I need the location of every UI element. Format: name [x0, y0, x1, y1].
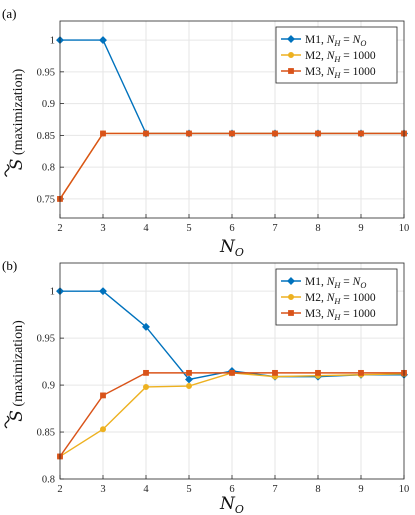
chart-panel-b: (b) 2 3 4 5 6 7 8 9 10 0.8 0.85 0.9 0.95 1 NO S (maximiz…	[2, 258, 409, 515]
legend: M1, NH​ = NO​ M2, NH​ = 1000 M3, NH​ = 100…	[275, 268, 398, 326]
series-group	[56, 287, 408, 460]
y-tick-label: 0.95	[37, 67, 55, 78]
y-axis-label-text: S (maximization)	[7, 320, 27, 422]
legend-swatch-marker	[287, 52, 294, 59]
y-axis-label: S (maximization)	[4, 320, 27, 429]
x-axis-label: NO	[219, 494, 244, 515]
x-tick-label: 3	[100, 223, 105, 234]
x-tick-label: 10	[399, 223, 410, 234]
x-tick-label: 8	[315, 484, 320, 495]
legend-entry: M2, NH​ = 1000	[305, 292, 376, 306]
plot-frame	[59, 262, 405, 480]
data-point-m2	[185, 383, 192, 390]
x-tick-label: 2	[57, 223, 62, 234]
x-tick-label: 5	[186, 484, 191, 495]
data-point-m3	[272, 369, 278, 376]
x-tick-label: 9	[358, 223, 363, 234]
data-point-m3	[358, 369, 364, 376]
data-point-m3	[100, 392, 106, 399]
data-point-m3	[229, 130, 235, 137]
legend-entry: M1, NH​ = NO​	[305, 34, 366, 48]
data-point-m3	[186, 130, 192, 137]
x-axis-label: NO	[219, 237, 244, 259]
data-point-m1	[142, 322, 150, 331]
data-point-m1	[99, 36, 107, 45]
legend-entry: M1, NH​ = NO​	[305, 276, 366, 290]
data-point-m3	[100, 130, 106, 137]
data-point-m3	[229, 369, 235, 376]
y-axis-label: S (maximization)	[4, 68, 27, 177]
data-point-m3	[358, 130, 364, 137]
x-tick-label: 7	[272, 484, 277, 495]
y-tick-label: 0.9	[42, 381, 55, 392]
data-point-m2	[142, 383, 149, 390]
legend-entry: M3, NH​ = 1000	[305, 308, 376, 322]
y-tick-label: 0.9	[42, 99, 55, 110]
legend-swatch-marker	[288, 310, 294, 316]
x-tick-label: 6	[229, 484, 234, 495]
legend-swatch-marker	[287, 35, 295, 43]
legend-swatch-marker	[288, 68, 294, 74]
data-point-m3	[315, 130, 321, 137]
x-tick-label: 6	[229, 223, 234, 234]
x-tick-label: 3	[100, 484, 105, 495]
panel-label: (b)	[2, 258, 17, 273]
y-tick-label: 1	[50, 287, 55, 298]
y-tick-label: 0.8	[42, 163, 55, 174]
data-point-m3	[272, 130, 278, 137]
data-point-m3	[315, 369, 321, 376]
legend-swatch-marker	[287, 277, 295, 285]
y-axis-label-text: S (maximization)	[7, 68, 27, 170]
x-tick-label: 4	[143, 223, 149, 234]
plot-frame	[59, 20, 405, 219]
y-tick-label: 0.85	[37, 131, 55, 142]
panel-label: (a)	[2, 6, 16, 21]
data-point-m1	[185, 375, 193, 384]
y-tick-label: 0.95	[37, 334, 55, 345]
x-tick-label: 2	[57, 484, 62, 495]
data-point-m2	[100, 426, 107, 433]
tilde-accent	[4, 415, 10, 429]
legend-entry: M3, NH​ = 1000	[305, 66, 376, 80]
data-point-m1	[99, 287, 107, 296]
y-tick-label: 0.85	[37, 428, 55, 439]
x-tick-label: 8	[315, 223, 320, 234]
y-tick-label: 1	[50, 36, 55, 47]
tilde-accent	[4, 164, 10, 177]
x-tick-label: 5	[186, 223, 191, 234]
legend-swatch-marker	[287, 293, 294, 300]
chart-panel-a: (a) 2 3 4 5 6 7 8 9 10 0.75 0.8 0.85 0.9 0.95 1 NO S (max…	[2, 6, 409, 259]
data-point-m3	[186, 369, 192, 376]
y-tick-label: 0.75	[37, 194, 55, 205]
x-tick-label: 4	[143, 484, 149, 495]
data-point-m3	[143, 130, 149, 137]
data-point-m3	[143, 369, 149, 376]
legend: M1, NH​ = NO​ M2, NH​ = 1000 M3, NH​ = 100…	[275, 26, 398, 84]
x-tick-label: 7	[272, 223, 277, 234]
x-tick-label: 9	[358, 484, 363, 495]
legend-entry: M2, NH​ = 1000	[305, 50, 376, 64]
y-tick-label: 0.8	[42, 475, 55, 486]
x-tick-label: 10	[399, 484, 410, 495]
